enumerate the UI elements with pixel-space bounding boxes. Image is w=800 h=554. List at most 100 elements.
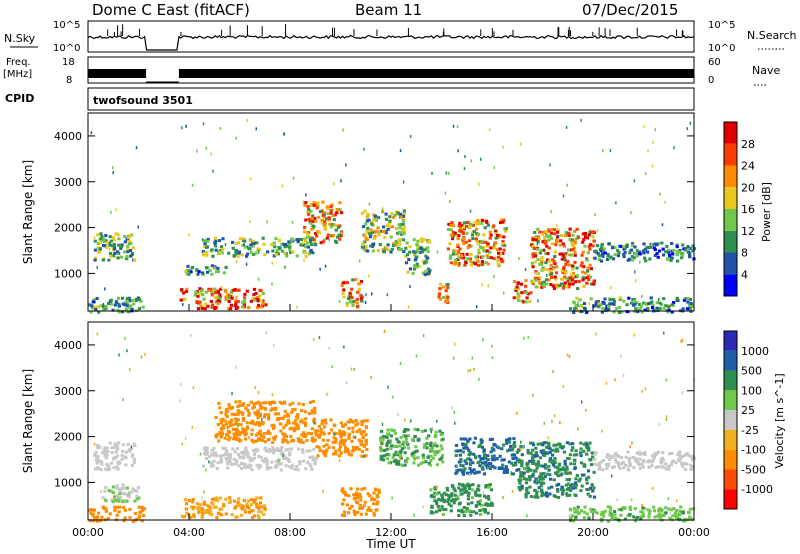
heatmap-cell [227,438,231,442]
heatmap-cell [330,203,334,207]
heatmap-cell [274,449,278,452]
heatmap-cell [461,237,466,241]
heatmap-cell [544,233,549,237]
heatmap-cell [482,246,486,250]
heatmap-cell [232,288,236,292]
heatmap-cell [263,447,267,451]
heatmap-cell [386,248,390,252]
heatmap-cell [197,510,201,514]
heatmap-cell [326,438,330,442]
heatmap-cell [392,215,396,219]
heatmap-cell [231,246,235,250]
heatmap-cell [237,497,241,501]
heatmap-cell [360,506,364,510]
heatmap-cell [405,457,410,461]
heatmap-cell [531,237,535,241]
heatmap-cell [302,200,304,204]
heatmap-cell [288,451,292,455]
heatmap-cell [457,509,461,513]
heatmap-cell [271,407,275,411]
heatmap-cell [329,211,333,215]
heatmap-cell [257,465,261,469]
heatmap-cell [113,247,117,251]
heatmap-cell [411,271,415,275]
heatmap-cell [205,270,210,274]
heatmap-cell [131,453,135,457]
heatmap-cell [351,420,356,424]
heatmap-cell [675,249,679,253]
heatmap-cell [246,119,248,122]
heatmap-cell [574,449,578,453]
heatmap-cell [194,290,198,294]
heatmap-cell [359,280,364,283]
heatmap-cell [585,452,589,456]
heatmap-cell [426,267,430,271]
heatmap-cell [243,298,247,302]
heatmap-cell [658,301,662,305]
heatmap-cell [540,494,544,498]
heatmap-cell [338,458,341,462]
heatmap-cell [200,507,204,511]
heatmap-cell [307,252,311,256]
heatmap-cell [299,438,303,442]
heatmap-cell [344,493,348,497]
heatmap-cell [347,511,351,515]
heatmap-cell [130,252,135,256]
heatmap-cell [276,447,280,450]
heatmap-cell [96,511,101,515]
heatmap-cell [467,491,471,495]
heatmap-cell [310,438,314,442]
heatmap-cell [426,455,430,459]
heatmap-cell [591,455,595,459]
heatmap-cell [582,276,586,280]
heatmap-cell [680,462,684,466]
heatmap-cell [90,304,94,308]
heatmap-cell [272,254,276,258]
heatmap-cell [585,408,587,412]
heatmap-cell [303,410,307,414]
heatmap-cell [188,515,192,519]
heatmap-cell [382,458,386,462]
heatmap-cell [436,504,440,508]
heatmap-cell [111,308,115,312]
heatmap-cell [243,510,248,514]
heatmap-cell [96,266,98,269]
heatmap-cell [117,487,121,491]
heatmap-cell [478,444,482,447]
heatmap-cell [352,435,356,439]
heatmap-cell [678,509,682,513]
heatmap-cell [531,244,535,248]
heatmap-cell [492,448,496,452]
heatmap-cell [413,513,415,517]
heatmap-cell [531,448,535,452]
heatmap-cell [568,513,571,517]
heatmap-cell [440,447,444,451]
heatmap-cell [201,496,203,500]
heatmap-cell [547,229,551,233]
heatmap-cell [485,244,490,248]
heatmap-cell [311,220,315,224]
heatmap-cell [678,249,682,252]
heatmap-cell [528,300,532,304]
heatmap-cell [109,302,113,306]
heatmap-cell [93,248,97,252]
heatmap-cell [218,251,222,255]
heatmap-cell [299,238,303,241]
heatmap-cell [581,240,585,244]
heatmap-cell [115,505,119,509]
heatmap-cell [535,454,539,458]
heatmap-cell [535,272,539,275]
heatmap-cell [638,250,642,254]
heatmap-cell [651,306,655,310]
heatmap-cell [564,230,568,234]
heatmap-cell [233,450,237,454]
heatmap-cell [227,300,231,303]
heatmap-cell [224,497,228,501]
heatmap-cell [112,445,116,449]
heatmap-cell [427,270,431,274]
heatmap-cell [431,511,435,515]
heatmap-cell [93,453,97,457]
heatmap-cell [522,477,526,481]
heatmap-cell [688,507,692,511]
heatmap-cell [363,234,367,238]
